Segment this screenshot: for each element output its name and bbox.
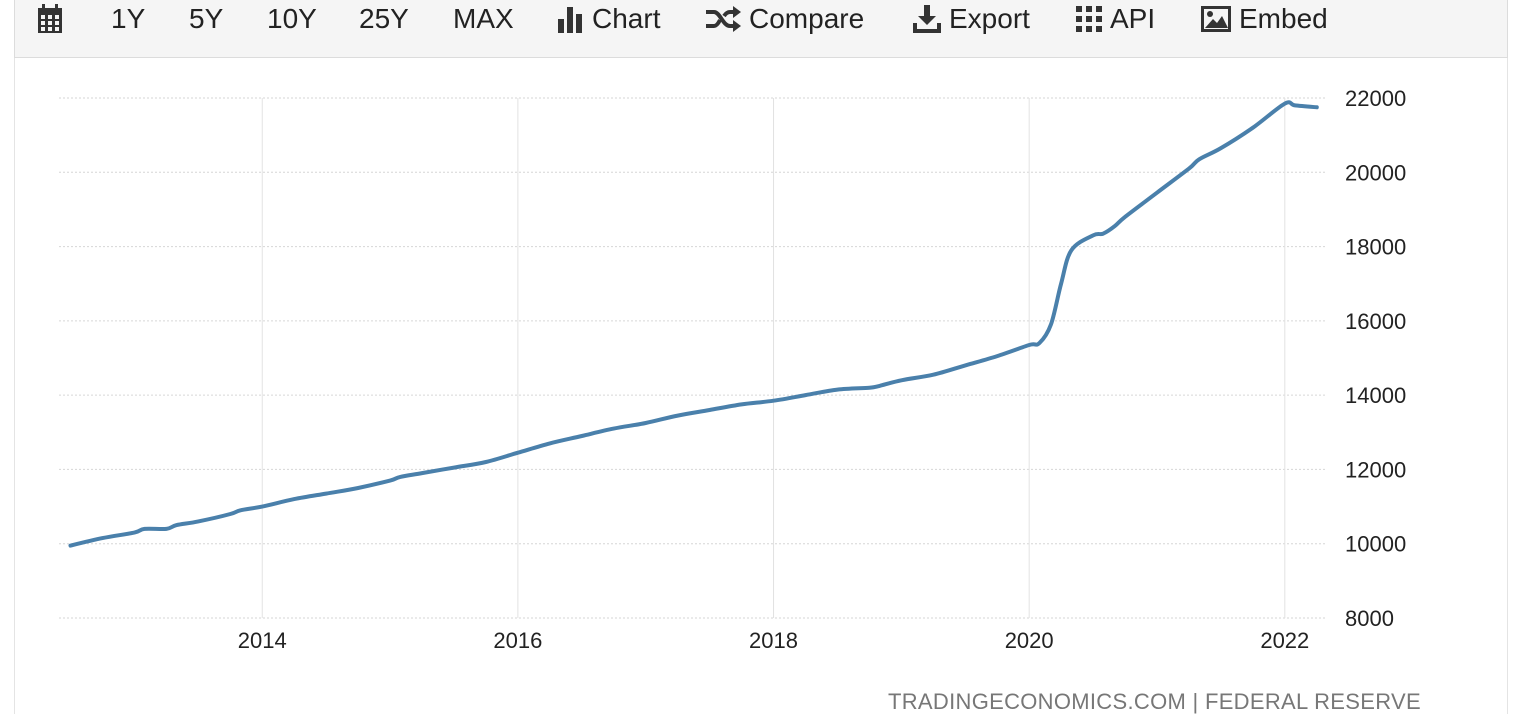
data-point (963, 363, 967, 367)
data-point (1069, 248, 1073, 252)
y-axis-ticks: 22000 20000 18000 16000 14000 12000 10000 8000 (1345, 86, 1406, 631)
data-point (1091, 233, 1095, 237)
data-point (1283, 102, 1287, 106)
data-point (580, 434, 584, 438)
chart-area: 22000 20000 18000 16000 14000 12000 10000 8000 … (14, 58, 1508, 714)
range-max-button[interactable]: MAX (453, 3, 514, 34)
series-layer (68, 100, 1319, 548)
data-point (101, 536, 105, 540)
data-point (1113, 224, 1117, 228)
data-point (835, 388, 839, 392)
data-point (196, 519, 200, 523)
data-point (931, 373, 935, 377)
chart-button[interactable]: Chart (558, 0, 660, 45)
chart-toolbar: 1Y 5Y 10Y 25Y MAX Chart Compare Export (14, 0, 1508, 58)
y-tick-label: 8000 (1345, 606, 1394, 631)
data-point (356, 486, 360, 490)
data-point (132, 531, 136, 535)
data-point (175, 523, 179, 527)
data-point (1187, 167, 1191, 171)
data-point (1049, 323, 1053, 327)
series-line (68, 100, 1319, 548)
calendar-icon[interactable] (37, 0, 63, 45)
y-tick-label: 12000 (1345, 457, 1406, 482)
bar-chart-icon (558, 7, 582, 33)
image-icon (1201, 6, 1231, 32)
data-point (612, 427, 616, 431)
compare-button-label: Compare (749, 3, 865, 34)
data-point (1293, 103, 1297, 107)
embed-button-label: Embed (1239, 3, 1328, 34)
data-point (239, 508, 243, 512)
data-point (143, 527, 147, 531)
grid-icon (1076, 6, 1102, 32)
data-point (484, 460, 488, 464)
shuffle-icon (706, 6, 741, 32)
data-point (164, 527, 168, 531)
data-point (420, 471, 424, 475)
y-tick-label: 10000 (1345, 532, 1406, 557)
data-point (899, 378, 903, 382)
x-tick-label: 2014 (238, 628, 287, 653)
data-point (324, 492, 328, 496)
x-tick-label: 2022 (1260, 628, 1309, 653)
x-axis-ticks: 2014 2016 2018 2020 2022 (238, 628, 1310, 653)
data-point (1251, 126, 1255, 130)
data-point (804, 393, 808, 397)
line-chart: 220002000018000160001400012000100008000 … (59, 86, 1406, 653)
data-point (1155, 191, 1159, 195)
x-tick-label: 2018 (749, 628, 798, 653)
data-point (995, 354, 999, 358)
chart-button-label: Chart (592, 3, 661, 34)
data-point (1219, 146, 1223, 150)
data-point (452, 466, 456, 470)
source-attribution: TRADINGECONOMICS.COM | FEDERAL RESERVE (888, 689, 1421, 714)
y-tick-label: 18000 (1345, 235, 1406, 260)
data-point (1037, 341, 1041, 345)
data-point (1027, 343, 1031, 347)
data-point (740, 402, 744, 406)
data-point (228, 512, 232, 516)
y-tick-label: 22000 (1345, 86, 1406, 111)
grid-lines (59, 97, 1327, 619)
range-5y-button[interactable]: 5Y (189, 3, 224, 34)
y-tick-label: 16000 (1345, 309, 1406, 334)
data-point (516, 451, 520, 455)
data-point (1059, 282, 1063, 286)
data-point (867, 386, 871, 390)
data-point (644, 421, 648, 425)
data-point (388, 479, 392, 483)
x-tick-label: 2016 (493, 628, 542, 653)
range-10y-button[interactable]: 10Y (267, 3, 317, 34)
data-point (548, 441, 552, 445)
api-button[interactable]: API (1076, 0, 1155, 45)
data-point (1123, 215, 1127, 219)
api-button-label: API (1110, 3, 1156, 34)
export-button-label: Export (949, 3, 1030, 34)
data-point (708, 408, 712, 412)
x-tick-label: 2020 (1005, 628, 1054, 653)
embed-button[interactable]: Embed (1201, 0, 1328, 45)
download-icon (913, 5, 941, 33)
data-point (676, 414, 680, 418)
data-point (260, 505, 264, 509)
data-point (1101, 232, 1105, 236)
y-tick-label: 20000 (1345, 160, 1406, 185)
y-tick-label: 14000 (1345, 383, 1406, 408)
compare-button[interactable]: Compare (705, 0, 864, 45)
range-25y-button[interactable]: 25Y (359, 3, 409, 34)
data-point (1197, 157, 1201, 161)
data-point (772, 399, 776, 403)
range-1y-button[interactable]: 1Y (111, 3, 146, 34)
data-point (878, 384, 882, 388)
export-button[interactable]: Export (913, 0, 1030, 45)
data-point (398, 475, 402, 479)
data-point (69, 544, 73, 548)
data-point (292, 497, 296, 501)
data-point (1315, 105, 1319, 109)
